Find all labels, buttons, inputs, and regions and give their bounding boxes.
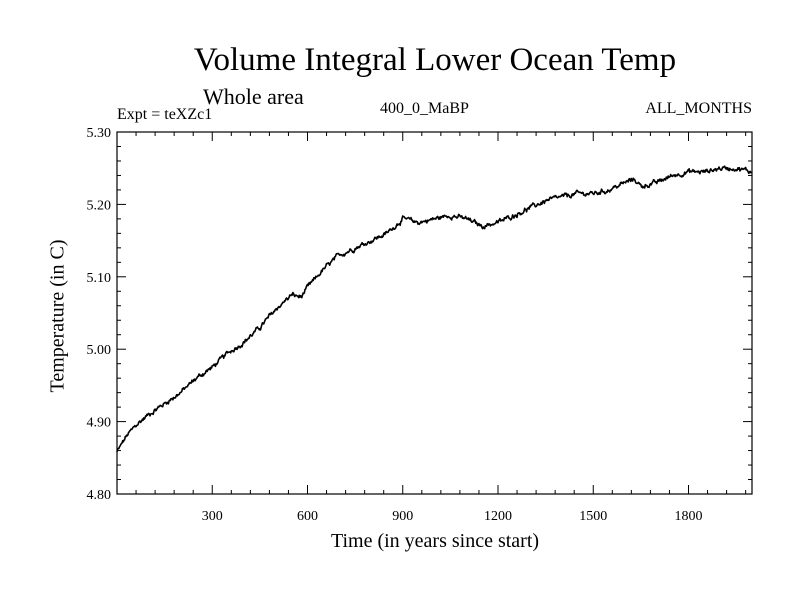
series-lines [116,165,753,453]
y-tick-label: 5.20 [87,198,112,213]
x-axis-label: Time (in years since start) [330,530,540,552]
y-tick-label: 4.90 [87,416,112,431]
x-tick-label: 1200 [484,509,512,524]
x-tick-label: 300 [202,509,223,524]
chart-title: Volume Integral Lower Ocean Temp [193,42,677,78]
period-label: 400_0_MaBP [380,100,469,117]
y-tick-label: 5.30 [87,126,112,141]
x-tick-label: 1500 [579,509,607,524]
y-tick-label: 5.00 [87,343,112,358]
x-tick-label: 600 [297,509,318,524]
experiment-label: Expt = teXZc1 [117,106,213,123]
axis-tick-labels: 4.80 4.90 5.00 5.10 5.20 5.30 300 600 900 1200 150… [87,126,703,524]
plot-frame [116,131,753,495]
y-tick-label: 4.80 [87,488,112,503]
chart-subtitle: Whole area [203,84,304,109]
y-tick-label: 5.10 [87,271,112,286]
temperature-series-line [116,165,753,453]
x-tick-label: 900 [392,509,413,524]
axis-ticks [117,131,752,495]
x-tick-label: 1800 [675,509,703,524]
months-label: ALL_MONTHS [645,100,752,117]
